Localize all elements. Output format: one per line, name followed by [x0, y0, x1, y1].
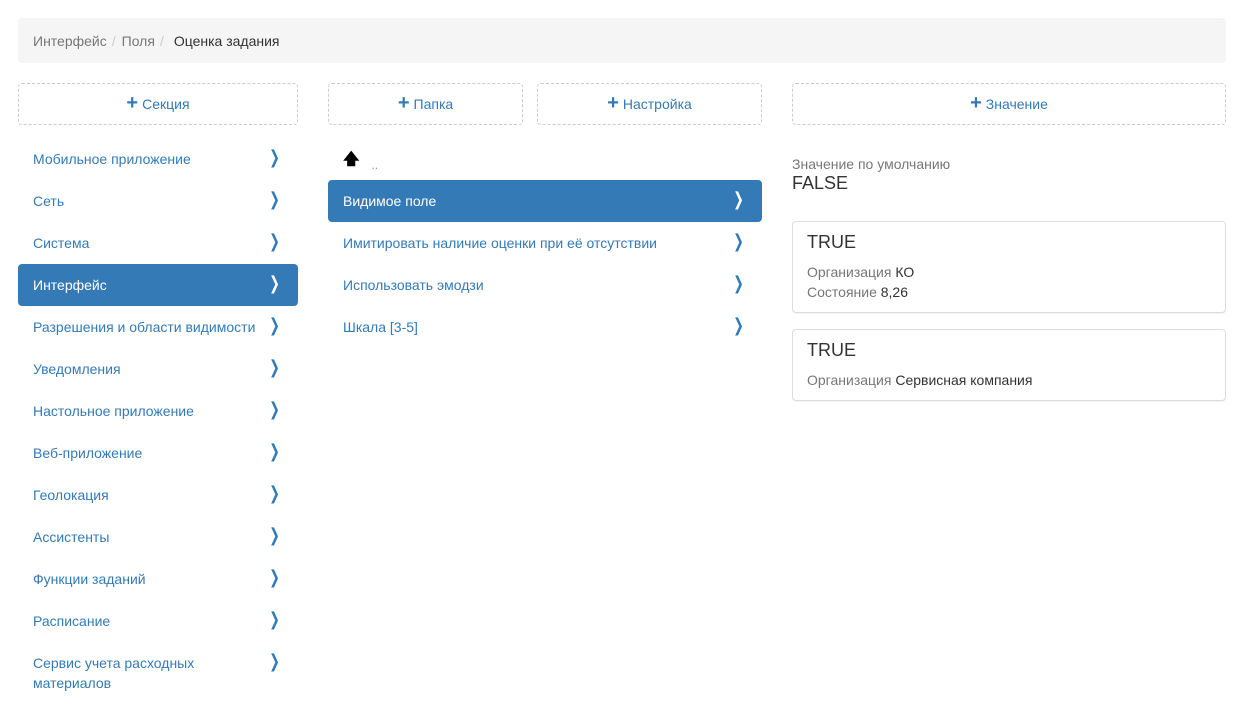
- add-folder-label: Папка: [413, 96, 454, 112]
- chevron-right-icon: ❯: [733, 273, 744, 294]
- sidebar-item[interactable]: Мобильное приложение ❯: [18, 138, 298, 180]
- chevron-right-icon: ❯: [269, 315, 280, 336]
- sidebar-item[interactable]: Ассистенты ❯: [18, 516, 298, 558]
- sidebar-item[interactable]: Функции заданий ❯: [18, 558, 298, 600]
- chevron-right-icon: ❯: [269, 147, 280, 168]
- sidebar-item-label: Ассистенты: [33, 529, 110, 545]
- sidebar-item[interactable]: Интерфейс ❯: [18, 264, 298, 306]
- breadcrumb-link-interface[interactable]: Интерфейс: [33, 32, 107, 49]
- sidebar-item-label: Настольное приложение: [33, 403, 194, 419]
- add-section-button[interactable]: + Секция: [18, 83, 298, 125]
- section-list: Мобильное приложение ❯ Сеть ❯ Система ❯ Интерф…: [18, 138, 298, 703]
- setting-item-label: Имитировать наличие оценки при её отсутс…: [343, 235, 657, 251]
- setting-item-label: Видимое поле: [343, 193, 437, 209]
- chevron-right-icon: ❯: [733, 189, 744, 210]
- sidebar-item-label: Мобильное приложение: [33, 151, 191, 167]
- value-card[interactable]: TRUE Организация Сервисная компания: [792, 329, 1226, 401]
- condition-value: 8,26: [880, 284, 908, 300]
- condition-value: Сервисная компания: [895, 372, 1033, 388]
- plus-icon: +: [607, 92, 619, 114]
- breadcrumb-separator: /: [159, 32, 164, 49]
- chevron-right-icon: ❯: [269, 189, 280, 210]
- add-setting-label: Настройка: [622, 96, 692, 112]
- arrow-up-icon: 🡅: [343, 151, 360, 168]
- sidebar-item[interactable]: Расписание ❯: [18, 600, 298, 642]
- breadcrumb-current: Оценка задания: [173, 32, 280, 49]
- sidebar-item-label: Разрешения и области видимости: [33, 319, 256, 335]
- chevron-right-icon: ❯: [733, 231, 744, 252]
- add-value-button[interactable]: + Значение: [792, 83, 1226, 125]
- sidebar-item[interactable]: Уведомления ❯: [18, 348, 298, 390]
- plus-icon: +: [397, 92, 410, 114]
- sidebar-item[interactable]: Система ❯: [18, 222, 298, 264]
- chevron-right-icon: ❯: [269, 273, 280, 294]
- setting-item[interactable]: Имитировать наличие оценки при её отсутс…: [328, 222, 762, 264]
- default-value-label: Значение по умолчанию: [792, 156, 951, 172]
- chevron-right-icon: ❯: [269, 357, 280, 378]
- condition-value: КО: [895, 264, 915, 280]
- sidebar-item-label: Сеть: [33, 193, 65, 209]
- sidebar-item[interactable]: Настольное приложение ❯: [18, 390, 298, 432]
- condition-key: Организация: [807, 264, 892, 280]
- up-label: ..: [371, 157, 379, 172]
- card-condition: Организация КО: [807, 262, 1211, 282]
- condition-key: Организация: [807, 372, 892, 388]
- breadcrumb: Интерфейс / Поля / Оценка задания: [18, 18, 1226, 63]
- chevron-right-icon: ❯: [269, 567, 280, 588]
- chevron-right-icon: ❯: [269, 609, 280, 630]
- sidebar-item-label: Функции заданий: [33, 571, 146, 587]
- setting-item[interactable]: Шкала [3-5] ❯: [328, 306, 762, 348]
- chevron-right-icon: ❯: [269, 441, 280, 462]
- add-section-label: Секция: [142, 96, 190, 112]
- setting-item-label: Шкала [3-5]: [343, 319, 418, 335]
- setting-item[interactable]: Видимое поле ❯: [328, 180, 762, 222]
- add-setting-button[interactable]: + Настройка: [537, 83, 762, 125]
- sidebar-item[interactable]: Разрешения и области видимости ❯: [18, 306, 298, 348]
- chevron-right-icon: ❯: [269, 399, 280, 420]
- sidebar-item[interactable]: Веб-приложение ❯: [18, 432, 298, 474]
- sidebar-item[interactable]: Сеть ❯: [18, 180, 298, 222]
- default-value: FALSE: [792, 173, 849, 193]
- breadcrumb-separator: /: [111, 32, 116, 49]
- sidebar-item-label: Система: [33, 235, 90, 251]
- folder-up-button[interactable]: 🡅..: [343, 148, 378, 175]
- card-condition: Состояние 8,26: [807, 282, 1211, 302]
- sidebar-item-label: Уведомления: [33, 361, 121, 377]
- settings-list: Видимое поле ❯ Имитировать наличие оценки …: [328, 180, 762, 348]
- chevron-right-icon: ❯: [269, 651, 280, 672]
- plus-icon: +: [126, 92, 139, 114]
- sidebar-item-label: Расписание: [33, 613, 111, 629]
- sidebar-item-label: Сервис учета расходных материалов: [33, 655, 195, 691]
- chevron-right-icon: ❯: [269, 483, 280, 504]
- breadcrumb-link-fields[interactable]: Поля: [121, 32, 155, 49]
- sidebar-item-label: Геолокация: [33, 487, 109, 503]
- setting-item-label: Использовать эмодзи: [343, 277, 484, 293]
- chevron-right-icon: ❯: [733, 315, 744, 336]
- condition-key: Состояние: [807, 284, 877, 300]
- value-card[interactable]: TRUE Организация КО Состояние 8,26: [792, 221, 1226, 313]
- sidebar-item-label: Интерфейс: [33, 277, 107, 293]
- chevron-right-icon: ❯: [269, 231, 280, 252]
- sidebar-item-label: Веб-приложение: [33, 445, 143, 461]
- card-condition: Организация Сервисная компания: [807, 370, 1211, 390]
- add-folder-button[interactable]: + Папка: [328, 83, 523, 125]
- add-value-label: Значение: [985, 96, 1048, 112]
- card-value: TRUE: [807, 340, 856, 360]
- sidebar-item[interactable]: Сервис учета расходных материалов ❯: [18, 642, 298, 703]
- chevron-right-icon: ❯: [269, 525, 280, 546]
- card-value: TRUE: [807, 232, 856, 252]
- sidebar-item[interactable]: Геолокация ❯: [18, 474, 298, 516]
- plus-icon: +: [970, 92, 982, 114]
- setting-item[interactable]: Использовать эмодзи ❯: [328, 264, 762, 306]
